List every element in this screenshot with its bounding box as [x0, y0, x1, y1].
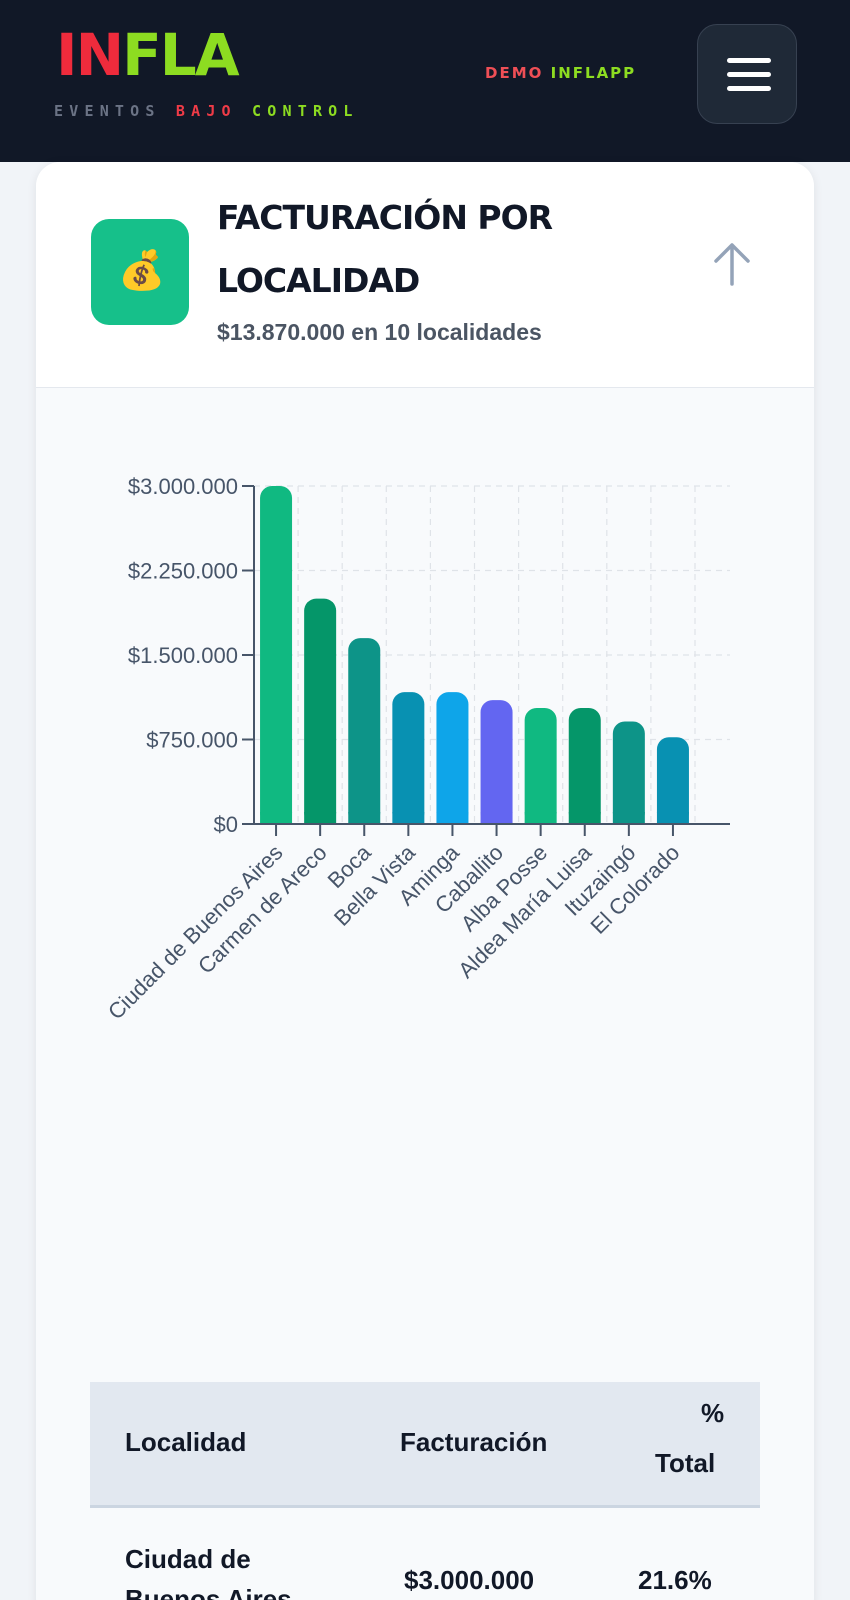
bar[interactable] [304, 598, 337, 825]
demo-label-demo: DEMO [485, 64, 544, 82]
row-percent: 21.6% [638, 1565, 712, 1595]
bar[interactable] [568, 707, 601, 825]
bar-base [612, 812, 645, 824]
chart-grid [254, 485, 730, 824]
chart-axes [242, 485, 730, 836]
card-header[interactable]: 💰 FACTURACIÓN POR LOCALIDAD $13.870.000 … [36, 162, 814, 388]
billing-card: 💰 FACTURACIÓN POR LOCALIDAD $13.870.000 … [36, 162, 814, 1600]
bar[interactable] [524, 707, 557, 825]
tagline-eventos: EVENTOS [54, 102, 161, 120]
y-tick-label: $750.000 [146, 728, 238, 753]
bar-base [392, 812, 425, 824]
logo-part-in: IN [56, 21, 124, 89]
bar-base [348, 812, 381, 824]
menu-button[interactable] [697, 24, 797, 124]
bar-base [304, 812, 337, 824]
row-billing: $3.000.000 [404, 1565, 535, 1595]
bar[interactable] [436, 692, 469, 825]
billing-bar-chart: $0 $750.000 $1.500.000 $2.250.000 $3.000.000… [103, 474, 730, 1025]
bar-base [260, 812, 293, 824]
bar-base [656, 812, 689, 824]
bar[interactable] [392, 692, 425, 825]
y-tick-label: $0 [214, 812, 238, 837]
demo-label: DEMO INFLAPP [485, 64, 636, 82]
bar-base [480, 812, 513, 824]
row-locality-line-2: Buenos Aires [125, 1584, 292, 1600]
bar[interactable] [480, 700, 513, 825]
top-bar: INFLA EVENTOS BAJO CONTROL DEMO INFLAPP [0, 0, 850, 162]
tagline-control: CONTROL [252, 102, 359, 120]
money-badge: 💰 [91, 219, 189, 325]
table-row: Ciudad de Buenos Aires $3.000.000 21.6% [90, 1508, 760, 1600]
bar[interactable] [260, 486, 293, 825]
billing-table: Localidad Facturación % Total Ciudad de … [90, 1382, 760, 1600]
y-tick-label: $2.250.000 [128, 559, 238, 584]
hamburger-icon-bar-2 [727, 72, 771, 77]
header-percent-total[interactable]: Total [655, 1448, 716, 1478]
demo-label-inflapp: INFLAPP [550, 64, 637, 82]
table-header: Localidad Facturación % Total [90, 1382, 760, 1508]
y-tick-label: $1.500.000 [128, 643, 238, 668]
hamburger-icon-bar-1 [727, 58, 771, 63]
logo-part-fla: FLA [122, 21, 239, 89]
y-tick-label: $3.000.000 [128, 474, 238, 499]
arrow-up-icon[interactable] [712, 240, 752, 288]
bar[interactable] [612, 721, 645, 825]
header-percent-symbol[interactable]: % [701, 1398, 725, 1428]
card-title-line-1: FACTURACIÓN POR [217, 198, 553, 237]
chart-bars [260, 486, 689, 825]
card-title-line-2: LOCALIDAD [217, 261, 420, 300]
hamburger-icon-bar-3 [727, 86, 771, 91]
header-billing[interactable]: Facturación [400, 1427, 548, 1457]
bar-base [436, 812, 469, 824]
header-locality[interactable]: Localidad [125, 1427, 247, 1457]
tagline: EVENTOS BAJO CONTROL [54, 102, 359, 120]
bar-base [524, 812, 557, 824]
x-tick-label: Ciudad de Buenos Aires [103, 840, 288, 1025]
card-subtitle: $13.870.000 en 10 localidades [217, 319, 542, 345]
row-locality-line-1: Ciudad de [125, 1544, 251, 1574]
money-bag-icon: 💰 [118, 250, 166, 292]
app-logo[interactable]: INFLA [56, 26, 240, 84]
bar[interactable] [656, 737, 689, 825]
bar-base [568, 812, 601, 824]
bar[interactable] [348, 638, 381, 825]
tagline-bajo: BAJO [175, 102, 237, 120]
